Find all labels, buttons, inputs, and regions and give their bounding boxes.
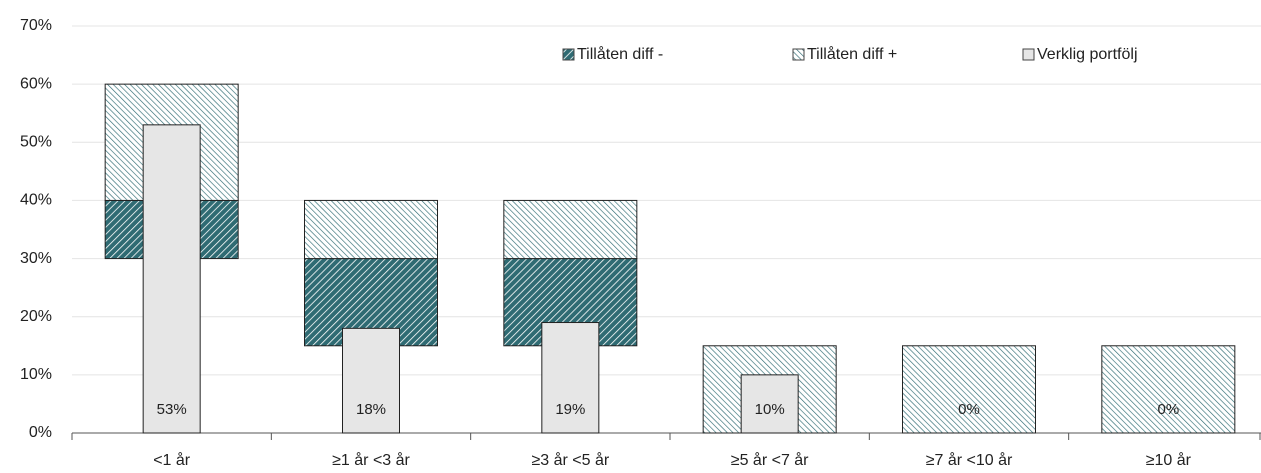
x-tick-label: <1 år	[153, 451, 191, 469]
legend-label: Verklig portfölj	[1037, 46, 1138, 63]
x-tick-label: ≥7 år <10 år	[926, 451, 1013, 469]
range-bar	[902, 345, 1036, 434]
y-tick-label: 70%	[20, 17, 52, 34]
x-tick-label: ≥10 år	[1146, 451, 1192, 469]
legend-label: Tillåten diff +	[807, 45, 897, 63]
y-tick-label: 0%	[29, 424, 52, 441]
value-label: 10%	[755, 401, 785, 418]
range-bar	[503, 199, 638, 260]
bar	[541, 322, 600, 434]
range-bar	[1101, 345, 1236, 434]
value-label: 53%	[157, 401, 187, 418]
legend-swatch	[792, 48, 805, 61]
y-tick-label: 40%	[20, 192, 52, 209]
value-label: 0%	[958, 401, 980, 418]
legend-swatch	[1022, 48, 1035, 61]
range-bar	[304, 199, 438, 260]
bar	[142, 124, 201, 434]
y-tick-label: 50%	[20, 134, 52, 151]
y-tick-label: 10%	[20, 366, 52, 383]
value-label: 0%	[1157, 401, 1179, 418]
x-tick-label: ≥5 år <7 år	[731, 451, 809, 469]
value-label: 19%	[555, 401, 585, 418]
y-tick-label: 30%	[20, 250, 52, 267]
bar	[740, 374, 799, 434]
value-label: 18%	[356, 401, 386, 418]
legend-label: Tillåten diff -	[577, 45, 663, 63]
y-tick-label: 60%	[20, 75, 52, 92]
x-tick-label: ≥1 år <3 år	[332, 451, 410, 469]
legend-swatch	[562, 48, 575, 61]
bar	[342, 327, 400, 434]
x-tick-label: ≥3 år <5 år	[531, 451, 609, 469]
y-tick-label: 20%	[20, 308, 52, 325]
